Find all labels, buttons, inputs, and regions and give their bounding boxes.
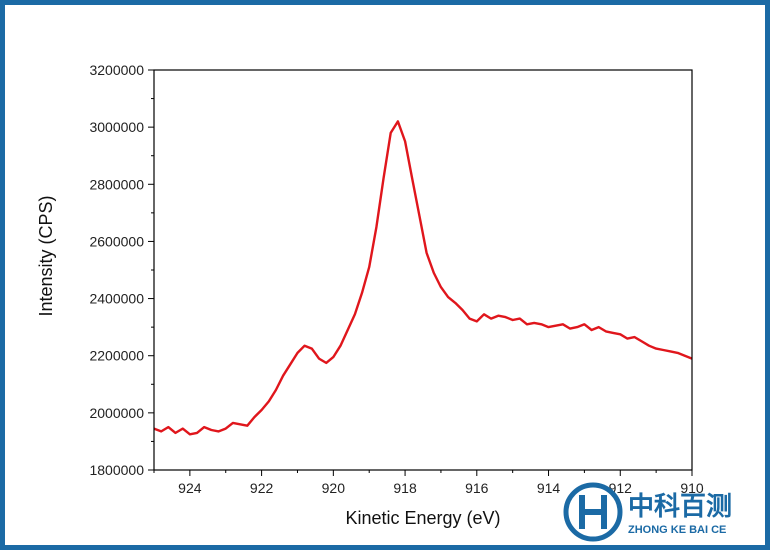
brand-subtitle: ZHONG KE BAI CE	[628, 524, 726, 536]
y-tick-label: 2600000	[89, 233, 144, 249]
brand-name: 中科百测	[628, 491, 732, 521]
y-tick-label: 1800000	[89, 462, 144, 478]
y-tick-label: 2800000	[89, 176, 144, 192]
brand-logo: 中科百测 ZHONG KE BAI CE	[563, 482, 732, 542]
plot-area	[153, 120, 693, 436]
axes: 924 922 920 918 916 914 912 9101800000200000022…	[89, 62, 703, 496]
x-tick-label: 920	[322, 480, 346, 496]
x-tick-label: 922	[250, 480, 274, 496]
plot-border	[153, 69, 693, 471]
y-axis-title: Intensity (CPS)	[36, 195, 56, 316]
x-tick-label: 910	[680, 480, 704, 496]
x-tick-label: 916	[465, 480, 489, 496]
logo-glyph-icon	[579, 495, 607, 529]
x-tick-label: 914	[537, 480, 561, 496]
x-axis-title: Kinetic Energy (eV)	[345, 508, 500, 528]
y-tick-label: 2000000	[89, 405, 144, 421]
series-line	[153, 120, 693, 436]
logo-mark-icon	[563, 482, 623, 542]
y-tick-label: 2400000	[89, 291, 144, 307]
y-tick-label: 2200000	[89, 348, 144, 364]
y-tick-label: 3000000	[89, 119, 144, 135]
y-tick-label: 3200000	[89, 62, 144, 78]
x-tick-label: 924	[178, 480, 202, 496]
x-tick-label: 918	[393, 480, 417, 496]
